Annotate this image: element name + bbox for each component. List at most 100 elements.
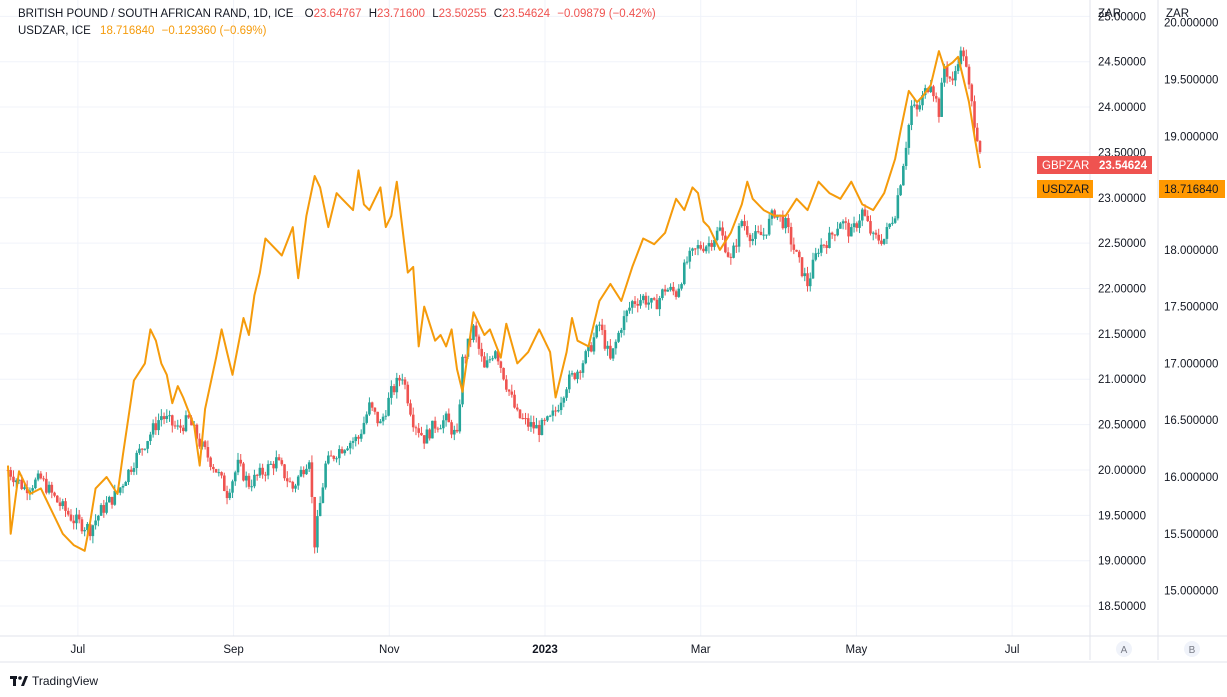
scale-a-button[interactable]: A bbox=[1116, 641, 1132, 657]
candle-body bbox=[617, 332, 620, 342]
left-tick-label: 22.50000 bbox=[1098, 238, 1146, 250]
candle-body bbox=[392, 386, 396, 393]
candle-body bbox=[348, 442, 352, 449]
candle-body bbox=[64, 501, 67, 511]
candle-body bbox=[351, 441, 355, 443]
candle-body bbox=[36, 473, 40, 480]
candle-body bbox=[737, 225, 741, 247]
candle-body bbox=[724, 235, 727, 253]
gbpzar-candles bbox=[6, 46, 982, 554]
candle-body bbox=[283, 464, 286, 479]
candle-body bbox=[877, 234, 880, 241]
candle-body bbox=[359, 433, 363, 439]
candle-body bbox=[836, 228, 839, 236]
candle-body bbox=[787, 218, 790, 228]
candle-body bbox=[644, 295, 648, 305]
candle-body bbox=[370, 402, 374, 408]
candle-body bbox=[978, 141, 982, 152]
candle-body bbox=[294, 485, 297, 489]
symbol-title[interactable]: BRITISH POUND / SOUTH AFRICAN RAND, 1D, … bbox=[18, 8, 294, 20]
main-change: −0.09879 (−0.42%) bbox=[557, 8, 656, 20]
candle-body bbox=[250, 486, 253, 488]
candle-body bbox=[754, 231, 757, 239]
candle-body bbox=[718, 227, 722, 231]
candle-body bbox=[113, 490, 117, 505]
candle-body bbox=[954, 71, 957, 81]
candle-body bbox=[751, 238, 755, 242]
tradingview-branding[interactable]: TradingView bbox=[10, 674, 98, 688]
candle-body bbox=[795, 249, 798, 252]
candle-body bbox=[781, 215, 785, 229]
candle-body bbox=[666, 289, 670, 292]
right-tick-label: 19.000000 bbox=[1164, 131, 1218, 143]
candle-body bbox=[417, 428, 421, 433]
candle-body bbox=[329, 455, 333, 457]
candle-body bbox=[439, 428, 442, 430]
candle-body bbox=[622, 316, 626, 331]
candle-body bbox=[918, 105, 922, 110]
candle-body bbox=[921, 95, 924, 106]
candle-body bbox=[565, 389, 568, 398]
candle-body bbox=[732, 245, 735, 258]
candle-body bbox=[39, 473, 43, 479]
candle-body bbox=[557, 410, 560, 412]
candle-body bbox=[630, 301, 634, 308]
compare-title[interactable]: USDZAR, ICE bbox=[18, 25, 91, 37]
candle-body bbox=[773, 210, 776, 218]
candle-body bbox=[792, 244, 796, 250]
candle-body bbox=[463, 356, 467, 358]
candle-body bbox=[124, 482, 128, 486]
open-value: 23.64767 bbox=[313, 8, 362, 20]
candle-body bbox=[658, 298, 661, 310]
right-tick-label: 18.000000 bbox=[1164, 245, 1218, 257]
candle-body bbox=[784, 218, 787, 229]
candle-body bbox=[606, 345, 609, 349]
candle-body bbox=[187, 415, 191, 418]
chart-grid bbox=[0, 0, 1090, 636]
candle-body bbox=[485, 360, 489, 368]
candle-body bbox=[127, 469, 130, 483]
candle-body bbox=[420, 432, 423, 436]
candle-body bbox=[598, 324, 601, 326]
high-label: H bbox=[368, 8, 378, 20]
candle-body bbox=[589, 345, 593, 352]
candle-body bbox=[55, 495, 59, 503]
candle-body bbox=[206, 447, 210, 458]
close-label: C bbox=[493, 8, 503, 20]
candle-body bbox=[863, 209, 867, 216]
candle-body bbox=[272, 463, 275, 469]
candle-body bbox=[72, 520, 76, 524]
candle-body bbox=[266, 464, 270, 476]
left-tick-label: 20.50000 bbox=[1098, 420, 1146, 432]
candle-body bbox=[140, 448, 144, 450]
candle-body bbox=[422, 435, 426, 444]
candle-body bbox=[357, 436, 360, 439]
candle-body bbox=[633, 301, 637, 305]
low-label: L bbox=[432, 8, 439, 20]
low-value: 23.50255 bbox=[438, 8, 487, 20]
candle-body bbox=[244, 475, 248, 481]
candle-body bbox=[576, 371, 579, 380]
candle-body bbox=[721, 227, 724, 236]
candle-body bbox=[365, 414, 368, 423]
candle-body bbox=[228, 492, 232, 499]
time-tick-label: Nov bbox=[379, 644, 400, 656]
candle-body bbox=[896, 195, 900, 219]
candle-body bbox=[636, 304, 640, 306]
candle-body bbox=[450, 422, 453, 435]
candle-body bbox=[625, 310, 629, 317]
candle-body bbox=[860, 209, 864, 221]
candle-body bbox=[965, 56, 968, 67]
candle-body bbox=[302, 469, 306, 475]
candle-body bbox=[132, 468, 136, 472]
candle-body bbox=[839, 223, 842, 229]
candle-body bbox=[66, 510, 70, 515]
candle-body bbox=[154, 423, 158, 431]
candle-body bbox=[31, 488, 34, 491]
gbpzar-label-name: GBPZAR bbox=[1042, 160, 1089, 172]
candle-body bbox=[693, 248, 697, 250]
candle-body bbox=[324, 463, 327, 488]
candle-body bbox=[570, 373, 574, 375]
time-tick-label: May bbox=[846, 644, 868, 656]
scale-b-button[interactable]: B bbox=[1184, 641, 1200, 657]
